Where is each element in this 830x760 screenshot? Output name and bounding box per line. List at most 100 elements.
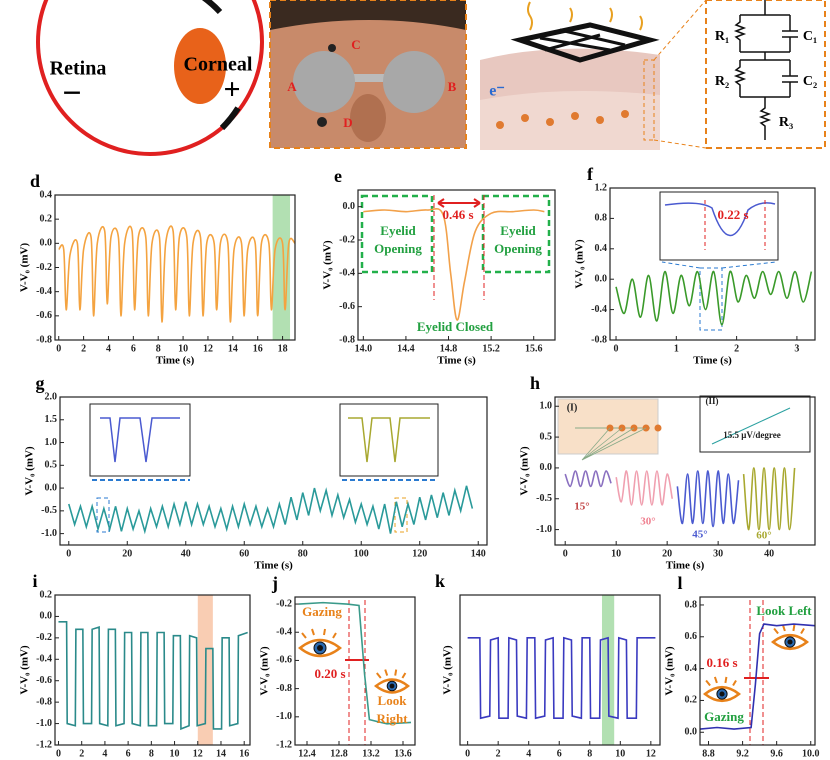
- annotation: 15°: [574, 501, 589, 513]
- y-axis-label: V-V₀ (mV): [19, 243, 31, 293]
- eyelid: [219, 106, 241, 131]
- signal-line: [57, 225, 295, 323]
- frame: [705, 0, 826, 149]
- x-tick-label: 12.8: [330, 748, 348, 759]
- eye-icon-part: [787, 639, 793, 645]
- annotation: Gazing: [302, 604, 342, 619]
- x-tick-label: 30: [713, 548, 723, 559]
- annotation: Gazing: [704, 709, 744, 724]
- insets-part: [348, 417, 430, 463]
- eyelid-boxes-part: [481, 194, 551, 274]
- annotation: Eyelid: [500, 223, 536, 238]
- x-tick-label: 14.8: [440, 343, 458, 354]
- x-tick-label: 6: [131, 343, 136, 354]
- electrode: [328, 44, 336, 52]
- zoom-box: [643, 59, 655, 141]
- y-tick-label: -0.8: [276, 683, 292, 694]
- plot-frame: [54, 594, 251, 746]
- y-tick-label: 0.5: [45, 460, 58, 471]
- y-tick-label: -0.6: [36, 675, 52, 686]
- insets-part: [96, 497, 110, 533]
- x-tick-label: 15.2: [482, 343, 500, 354]
- electron-label: e⁻: [489, 83, 505, 100]
- marks-part: [348, 600, 366, 745]
- y-tick-label: -1.0: [276, 711, 292, 722]
- x-tick-label: 16: [239, 748, 249, 759]
- insets-part: [711, 407, 791, 445]
- y-tick-label: 0.2: [40, 589, 53, 600]
- y-tick-label: 0.0: [45, 482, 58, 493]
- eye-icon-part: [705, 676, 737, 687]
- ions: [496, 110, 629, 129]
- annotation: 60°: [756, 530, 771, 542]
- y-tick-label: -0.8: [591, 334, 607, 345]
- point-label: C: [351, 37, 360, 52]
- annotation: Opening: [494, 241, 542, 256]
- y-tick-label: -0.4: [36, 286, 52, 297]
- y-tick-label: -0.6: [276, 655, 292, 666]
- insets: [89, 403, 439, 533]
- x-tick-label: 12: [646, 748, 656, 759]
- lens: [293, 51, 355, 113]
- y-tick-label: 0.4: [40, 189, 53, 200]
- y-tick-label: -0.5: [536, 493, 552, 504]
- x-tick-label: 0: [465, 748, 470, 759]
- plus-sign: +: [223, 73, 240, 106]
- plot-frame: [554, 396, 816, 546]
- face-photo: A B C D: [269, 0, 467, 149]
- signal-line: [615, 270, 813, 326]
- x-tick-label: 10: [170, 748, 180, 759]
- corneal-label: Corneal: [184, 54, 253, 76]
- x-axis-label: Time (s): [437, 355, 476, 367]
- x-tick-label: 0: [614, 343, 619, 354]
- component-label: C₁: [803, 29, 817, 44]
- y-axis-label: V-V₀ (mV): [519, 446, 531, 496]
- eyelid-boxes: [360, 194, 551, 300]
- x-tick-label: 80: [298, 548, 308, 559]
- y-tick-label: 0.5: [540, 431, 553, 442]
- y-tick-label: -1.0: [41, 528, 57, 539]
- y-tick-label: -1.0: [536, 524, 552, 535]
- x-tick-label: 6: [126, 748, 131, 759]
- signal-line: [742, 467, 796, 531]
- annotation: Look: [378, 693, 408, 708]
- y-tick-label: -0.8: [36, 696, 52, 707]
- x-tick-label: 16: [253, 343, 263, 354]
- y-tick-label: -1.2: [36, 739, 52, 750]
- x-tick-label: 14.0: [355, 343, 373, 354]
- insets-part: [654, 424, 662, 432]
- lens: [383, 51, 445, 113]
- y-axis-label: V-V₀ (mV): [19, 645, 31, 695]
- annotation: 0.22 s: [717, 207, 748, 222]
- dermis-layer: [480, 91, 660, 150]
- x-tick-label: 10: [611, 548, 621, 559]
- graphene-mesh: [539, 28, 626, 52]
- x-tick-label: 3: [794, 343, 799, 354]
- zoom-line: [653, 0, 707, 149]
- x-tick-label: 14: [228, 343, 238, 354]
- annotation: 0.16 s: [706, 655, 737, 670]
- eyelid-boxes-part: [360, 194, 434, 274]
- eye-icon-part: [389, 683, 395, 689]
- eye-diagram: Retina − Corneal +: [36, 0, 264, 156]
- x-tick-label: 13.2: [362, 748, 380, 759]
- y-tick-label: -1.2: [276, 739, 292, 750]
- signal-line: [615, 470, 674, 506]
- x-tick-label: 2: [734, 343, 739, 354]
- insets-part: [394, 497, 408, 533]
- x-tick-label: 15.6: [525, 343, 543, 354]
- x-tick-label: 140: [471, 548, 486, 559]
- retina-label: Retina: [50, 58, 107, 80]
- y-axis-label: V-V₀ (mV): [322, 240, 334, 290]
- insets-part: [339, 403, 439, 477]
- signal-line: [298, 601, 412, 725]
- y-axis-label: V-V₀ (mV): [442, 645, 454, 695]
- annotation: Eyelid: [380, 223, 416, 238]
- annotation: Opening: [374, 241, 422, 256]
- x-tick-label: 8: [587, 748, 592, 759]
- x-tick-label: 40: [764, 548, 774, 559]
- y-tick-label: -0.4: [339, 268, 355, 279]
- x-tick-label: 12.4: [298, 748, 316, 759]
- eye-icon-part: [376, 669, 407, 679]
- circuit-wires: [733, 0, 798, 140]
